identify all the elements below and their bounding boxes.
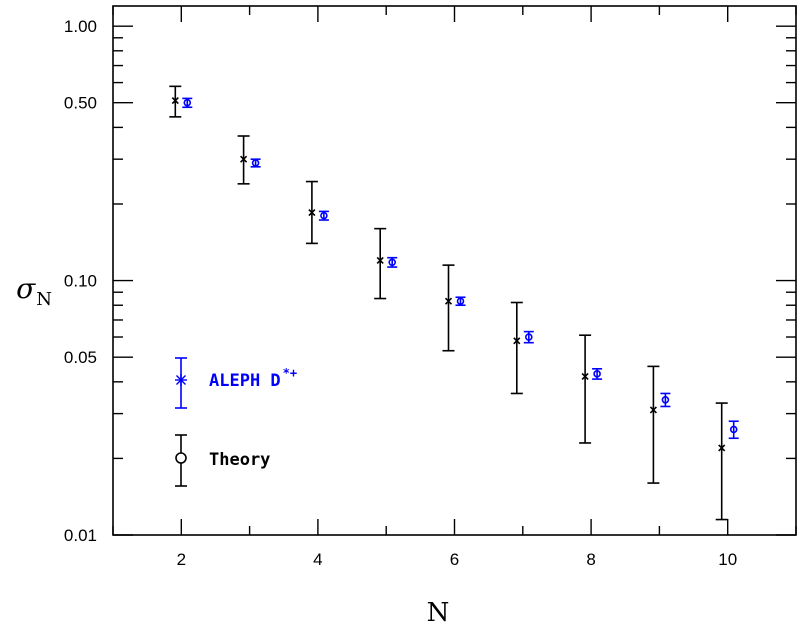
aleph-error-bar — [660, 392, 671, 408]
y-tick-label: 0.01 — [64, 526, 97, 545]
theory-error-bar — [715, 402, 728, 521]
y-tick-label: 0.05 — [64, 348, 97, 367]
legend: ALEPH D *+ Theory — [175, 357, 297, 487]
y-tick-label: 0.50 — [64, 94, 97, 113]
theory-point — [171, 96, 179, 105]
legend-entry-aleph: ALEPH D *+ — [175, 357, 297, 409]
axis-tick-labels: 2 4 6 8 10 0.01 0.05 0.10 0.50 1.00 — [64, 17, 737, 569]
legend-entry-theory: Theory — [175, 434, 270, 487]
theory-point — [718, 444, 726, 452]
axis-ticks — [112, 6, 797, 536]
legend-label-aleph-main: ALEPH D — [209, 371, 281, 391]
aleph-point — [729, 425, 738, 434]
aleph-point — [593, 370, 601, 378]
theory-point — [240, 155, 248, 163]
theory-point — [444, 297, 453, 305]
theory-point — [308, 209, 316, 217]
x-tick-label: 10 — [718, 550, 737, 569]
y-axis-title-subscript: N — [36, 289, 52, 310]
aleph-point — [456, 297, 465, 305]
theory-error-bar — [579, 334, 592, 444]
aleph-error-bar — [728, 420, 739, 440]
legend-marker-aleph — [175, 374, 187, 386]
x-axis-title: N — [427, 598, 450, 628]
theory-point — [649, 406, 657, 414]
aleph-point — [251, 159, 260, 167]
y-axis-title: σN — [16, 272, 52, 310]
theory-error-bar — [442, 264, 455, 352]
x-tick-label: 4 — [313, 550, 322, 569]
aleph-point — [524, 333, 533, 341]
y-tick-label: 0.10 — [64, 272, 97, 291]
theory-point — [376, 256, 384, 264]
legend-label-aleph-superscript: *+ — [283, 366, 297, 380]
theory-point — [513, 337, 521, 345]
x-tick-label: 2 — [177, 550, 186, 569]
legend-label-aleph: ALEPH D *+ — [209, 366, 297, 391]
aleph-point — [320, 211, 328, 220]
legend-marker-theory — [175, 452, 187, 464]
legend-label-theory: Theory — [209, 450, 270, 470]
aleph-point — [183, 98, 192, 107]
aleph-point — [388, 258, 397, 267]
data-series — [169, 85, 739, 521]
theory-error-bar — [510, 301, 523, 395]
theory-error-bar — [374, 227, 387, 300]
theory-point — [581, 372, 589, 380]
y-axis-title-symbol: σ — [16, 272, 36, 305]
theory-error-bar — [647, 365, 660, 484]
x-tick-label: 8 — [586, 550, 595, 569]
x-tick-label: 6 — [450, 550, 459, 569]
aleph-point — [661, 395, 670, 404]
y-tick-label: 1.00 — [64, 17, 97, 36]
